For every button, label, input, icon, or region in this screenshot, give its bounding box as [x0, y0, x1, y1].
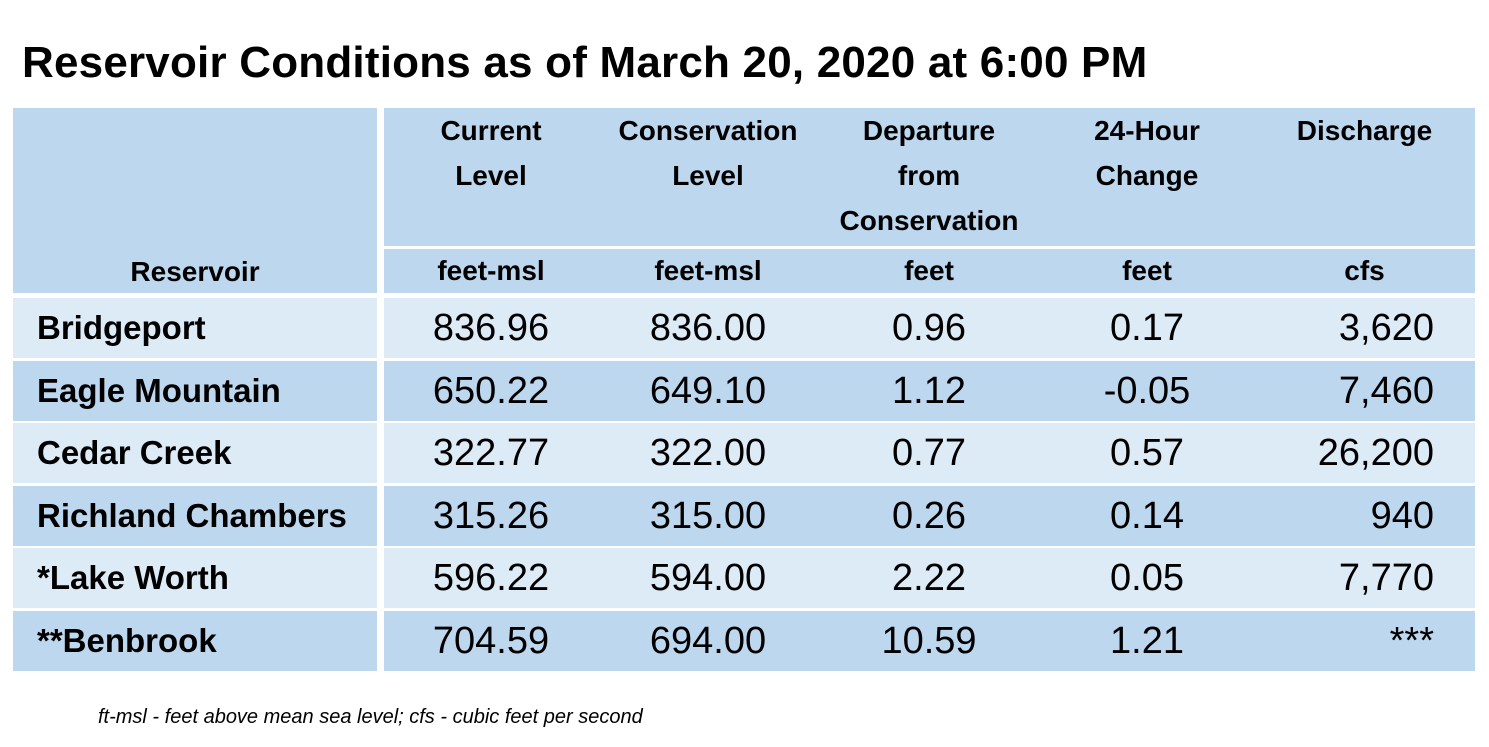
current-level-value: 836.96: [432, 306, 550, 349]
departure-value: 10.59: [881, 619, 977, 662]
discharge-value: ***: [1389, 619, 1434, 662]
unit-discharge: cfs: [1344, 255, 1385, 286]
conservation-level-value: 322.00: [649, 431, 767, 474]
reservoir-name: Eagle Mountain: [37, 372, 281, 409]
unit-24h-change: feet: [1122, 255, 1172, 286]
reservoir-name: *Lake Worth: [37, 559, 229, 596]
unit-current-level: feet-msl: [437, 255, 545, 286]
table-row: Eagle Mountain 650.22 649.10 1.12 -0.05 7,460: [13, 361, 1475, 421]
header-departure: Departure from Conservation: [839, 115, 1019, 236]
reservoir-name: **Benbrook: [37, 622, 217, 659]
table-row: Cedar Creek 322.77 322.00 0.77 0.57 26,200: [13, 423, 1475, 483]
reservoir-name: Cedar Creek: [37, 434, 232, 471]
discharge-value: 7,460: [1338, 369, 1434, 412]
24h-change-value: 0.17: [1110, 306, 1184, 349]
current-level-value: 596.22: [432, 556, 550, 599]
row-name-cell: [13, 611, 377, 671]
departure-value: 0.96: [892, 306, 966, 349]
conservation-level-value: 836.00: [649, 306, 767, 349]
unit-departure: feet: [904, 255, 954, 286]
row-name-cell: [13, 298, 377, 358]
row-name-cell: [13, 486, 377, 546]
discharge-value: 26,200: [1317, 431, 1434, 474]
row-values-cell: [384, 486, 1475, 546]
conservation-level-value: 649.10: [649, 369, 767, 412]
departure-value: 1.12: [892, 369, 966, 412]
conservation-level-value: 594.00: [649, 556, 767, 599]
current-level-value: 650.22: [432, 369, 550, 412]
header-current-level: Current Level: [440, 115, 542, 191]
discharge-value: 3,620: [1338, 306, 1434, 349]
table-row: Richland Chambers 315.26 315.00 0.26 0.14 940: [13, 486, 1475, 546]
table-row: *Lake Worth 596.22 594.00 2.22 0.05 7,770: [13, 548, 1475, 608]
current-level-value: 704.59: [432, 619, 550, 662]
header-conservation-level: Conservation Level: [618, 115, 798, 191]
reservoir-name: Richland Chambers: [37, 497, 347, 534]
departure-value: 0.77: [892, 431, 966, 474]
current-level-value: 322.77: [432, 431, 550, 474]
24h-change-value: 0.05: [1110, 556, 1184, 599]
24h-change-value: 0.57: [1110, 431, 1184, 474]
header-reservoir-cell: Reservoir: [13, 108, 377, 293]
conservation-level-value: 315.00: [649, 494, 767, 537]
table-row: **Benbrook 704.59 694.00 10.59 1.21 ***: [13, 611, 1475, 671]
24h-change-value: -0.05: [1103, 369, 1191, 412]
departure-value: 0.26: [892, 494, 966, 537]
24h-change-value: 0.14: [1110, 494, 1184, 537]
discharge-value: 940: [1370, 494, 1434, 537]
page-title: Reservoir Conditions as of March 20, 202…: [22, 38, 1148, 87]
header-group: [384, 108, 1475, 246]
header-reservoir: Reservoir: [130, 255, 260, 287]
unit-conservation-level: feet-msl: [654, 255, 762, 286]
current-level-value: 315.26: [432, 494, 550, 537]
row-values-cell: [384, 298, 1475, 358]
row-name-cell: [13, 423, 377, 483]
row-name-cell: [13, 361, 377, 421]
row-values-cell: [384, 361, 1475, 421]
footnote: ft-msl - feet above mean sea level; cfs …: [98, 706, 643, 728]
reservoir-name: Bridgeport: [37, 309, 206, 346]
row-name-cell: [13, 548, 377, 608]
row-values-cell: [384, 611, 1475, 671]
table-row: Bridgeport 836.96 836.00 0.96 0.17 3,620: [13, 298, 1475, 358]
row-values-cell: [384, 548, 1475, 608]
header-discharge: Discharge: [1296, 115, 1433, 146]
departure-value: 2.22: [892, 556, 966, 599]
discharge-value: 7,770: [1338, 556, 1434, 599]
units-row: feet-msl feet-msl feet feet cfs: [384, 249, 1475, 293]
header-24h-change: 24-Hour Change: [1094, 115, 1200, 191]
row-values-cell: [384, 423, 1475, 483]
conservation-level-value: 694.00: [649, 619, 767, 662]
24h-change-value: 1.21: [1110, 619, 1184, 662]
